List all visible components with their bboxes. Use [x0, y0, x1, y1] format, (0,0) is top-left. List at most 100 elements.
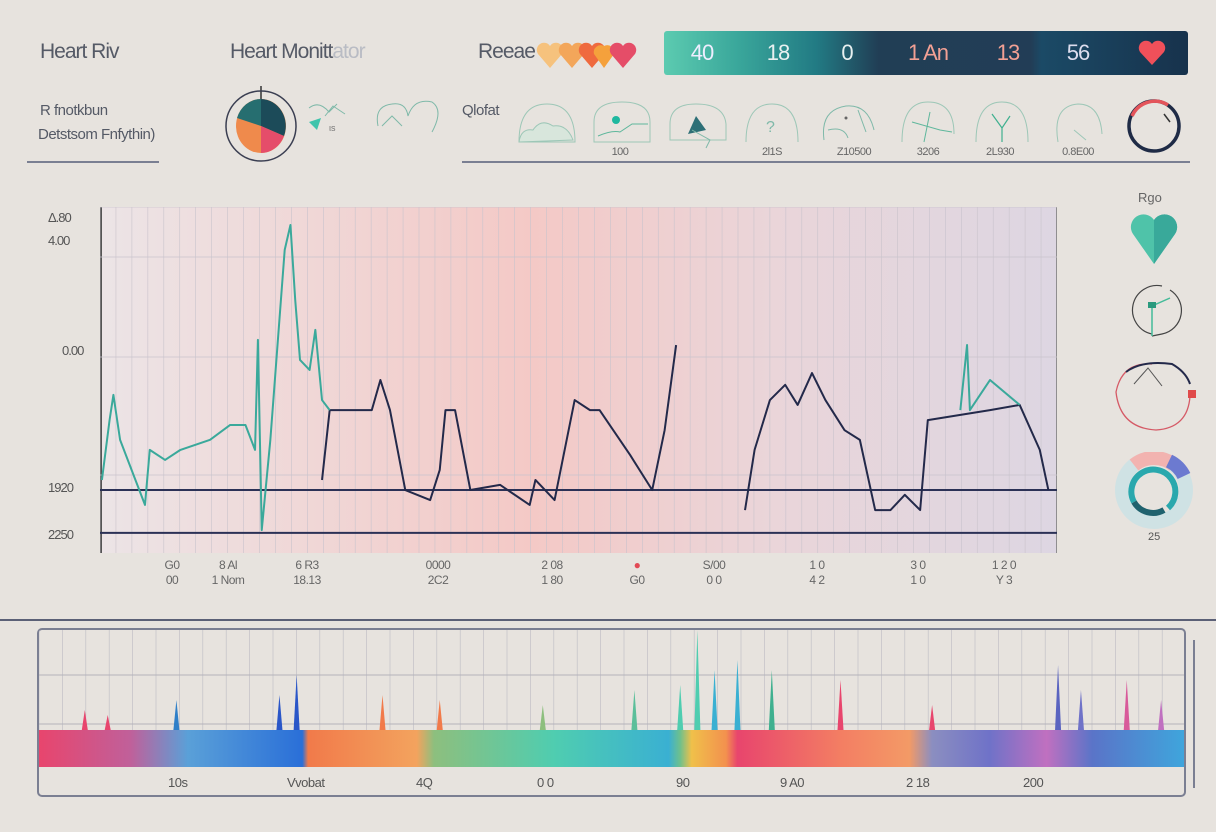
- icon-label: 2l1S: [761, 146, 783, 158]
- spectrum-spike: [104, 715, 111, 730]
- icon-label: Z10500: [836, 146, 872, 158]
- dome-arrow-icon: [901, 101, 955, 143]
- spectrum-spike: [539, 705, 546, 730]
- spectrum-spike: [694, 630, 701, 730]
- sketch-icon: [376, 100, 439, 133]
- x-tick-text: 8 Al: [218, 558, 238, 572]
- y-tick-label: 4.00: [48, 233, 70, 248]
- spectrum-spike: [1077, 690, 1084, 730]
- x-tick-label: 8 Al 1 Nom: [203, 558, 253, 588]
- rate-label: Reeae: [478, 40, 536, 63]
- spectrum-spike: [837, 680, 844, 730]
- clock-sketch-icon: [1131, 284, 1182, 337]
- x-tick-text: 2C2: [427, 573, 449, 587]
- x-tick-label: S/00 0 0: [689, 558, 739, 588]
- dome-line-icon: [1056, 103, 1103, 143]
- scrollbar[interactable]: [1193, 640, 1195, 788]
- spectrum-panel: [37, 628, 1186, 797]
- x-tick-text: 1 0: [809, 558, 825, 572]
- gauge-value: 25: [1148, 531, 1161, 543]
- svg-text:ιs: ιs: [329, 123, 336, 133]
- spectrum-spike: [293, 675, 300, 730]
- svg-text:?: ?: [766, 119, 775, 136]
- x-tick-text: 4 2: [809, 573, 825, 587]
- x-tick-label: ● G0: [612, 558, 662, 588]
- x-tick-label: G0 00: [147, 558, 197, 588]
- app-title: Heart Riv: [40, 40, 120, 63]
- section-divider: [0, 619, 1216, 621]
- dome-chart-icon: [593, 101, 651, 143]
- y-tick-label: 1920: [48, 480, 74, 495]
- x-tick-text: 18.13: [293, 573, 321, 587]
- x-tick-text: 1 2 0: [991, 558, 1017, 572]
- hearts-icon: [536, 42, 637, 68]
- stat-value[interactable]: 40: [690, 40, 714, 65]
- x-tick-text: ●: [633, 558, 641, 572]
- cloud-dome-icon: [518, 103, 576, 143]
- stat-value[interactable]: 56: [1066, 40, 1090, 65]
- icon-label: 2L930: [985, 146, 1015, 158]
- spectrum-spike: [631, 690, 638, 730]
- spectrum-spike: [768, 670, 775, 730]
- spectrum-label: Vvobat: [287, 775, 325, 790]
- spectrum-spike: [1158, 700, 1165, 730]
- spectrum-spike: [1055, 665, 1062, 730]
- pie-chart-icon[interactable]: [222, 84, 300, 166]
- x-tick-label: 2 08 1 80: [527, 558, 577, 588]
- heart-icon: [1130, 214, 1178, 264]
- spectrum-spike: [379, 695, 386, 730]
- dome-plant-icon: [975, 101, 1029, 143]
- sidebar-title: Rgo: [1138, 190, 1162, 205]
- monitor-title: Heart Monittator: [230, 40, 366, 64]
- subtitle-line2: Detstsom Fnfythin): [38, 126, 155, 143]
- y-tick-label: 2250: [48, 527, 74, 542]
- spectrum-spike: [711, 670, 718, 730]
- spectrum-chart[interactable]: [39, 630, 1184, 770]
- hand-leaf-icon: [669, 103, 727, 149]
- chart-label: Qlofat: [462, 102, 500, 119]
- x-tick-text: G0: [629, 573, 645, 587]
- spectrum-label: 0 0: [537, 775, 554, 790]
- monitor-title-main: Heart Monitt: [230, 40, 333, 63]
- divider: [27, 161, 159, 163]
- spectrum-label: 90: [676, 775, 690, 790]
- x-tick-text: G0: [164, 558, 180, 572]
- heart-outline-icon: [1115, 362, 1196, 431]
- x-tick-text: 0000: [425, 558, 451, 572]
- stat-value[interactable]: 13: [996, 40, 1020, 65]
- spectrum-spike: [173, 700, 180, 730]
- series-line-secondary: [100, 223, 331, 532]
- x-tick-text: 1 80: [541, 573, 563, 587]
- spectrum-spike: [734, 660, 741, 730]
- monitor-title-faded: ator: [332, 40, 365, 63]
- x-tick-text: 1 Nom: [211, 573, 245, 587]
- icon-label: 0.8E00: [1062, 146, 1094, 158]
- spectrum-label: 200: [1023, 775, 1044, 790]
- icon-label: 3206: [916, 146, 940, 158]
- icon-label: 100: [611, 146, 629, 158]
- stat-value[interactable]: 18: [766, 40, 790, 65]
- ecg-chart[interactable]: [100, 207, 1057, 553]
- x-tick-text: S/00: [702, 558, 726, 572]
- x-tick-text: 3 0: [910, 558, 926, 572]
- spectrum-label: 10s: [168, 775, 188, 790]
- progress-ring-icon[interactable]: [1124, 96, 1184, 156]
- x-tick-text: Y 3: [995, 573, 1013, 587]
- stat-value[interactable]: 0: [841, 40, 853, 65]
- spectrum-label: 4Q: [416, 775, 433, 790]
- x-tick-label: 0000 2C2: [413, 558, 463, 588]
- spectrum-spike: [276, 695, 283, 730]
- series-line-secondary: [959, 344, 1021, 412]
- spectrum-spike: [929, 705, 936, 730]
- x-tick-text: 2 08: [541, 558, 563, 572]
- y-tick-label: Δ.80: [48, 210, 72, 225]
- subtitle-line1: R fnotkbun: [40, 102, 108, 119]
- heart-icon[interactable]: [1138, 40, 1166, 66]
- spectrum-spike: [677, 685, 684, 730]
- spectrum-spike: [1123, 680, 1130, 730]
- x-tick-text: 0 0: [706, 573, 722, 587]
- stat-value[interactable]: 1 An: [907, 40, 949, 65]
- stats-bar: [664, 31, 1188, 75]
